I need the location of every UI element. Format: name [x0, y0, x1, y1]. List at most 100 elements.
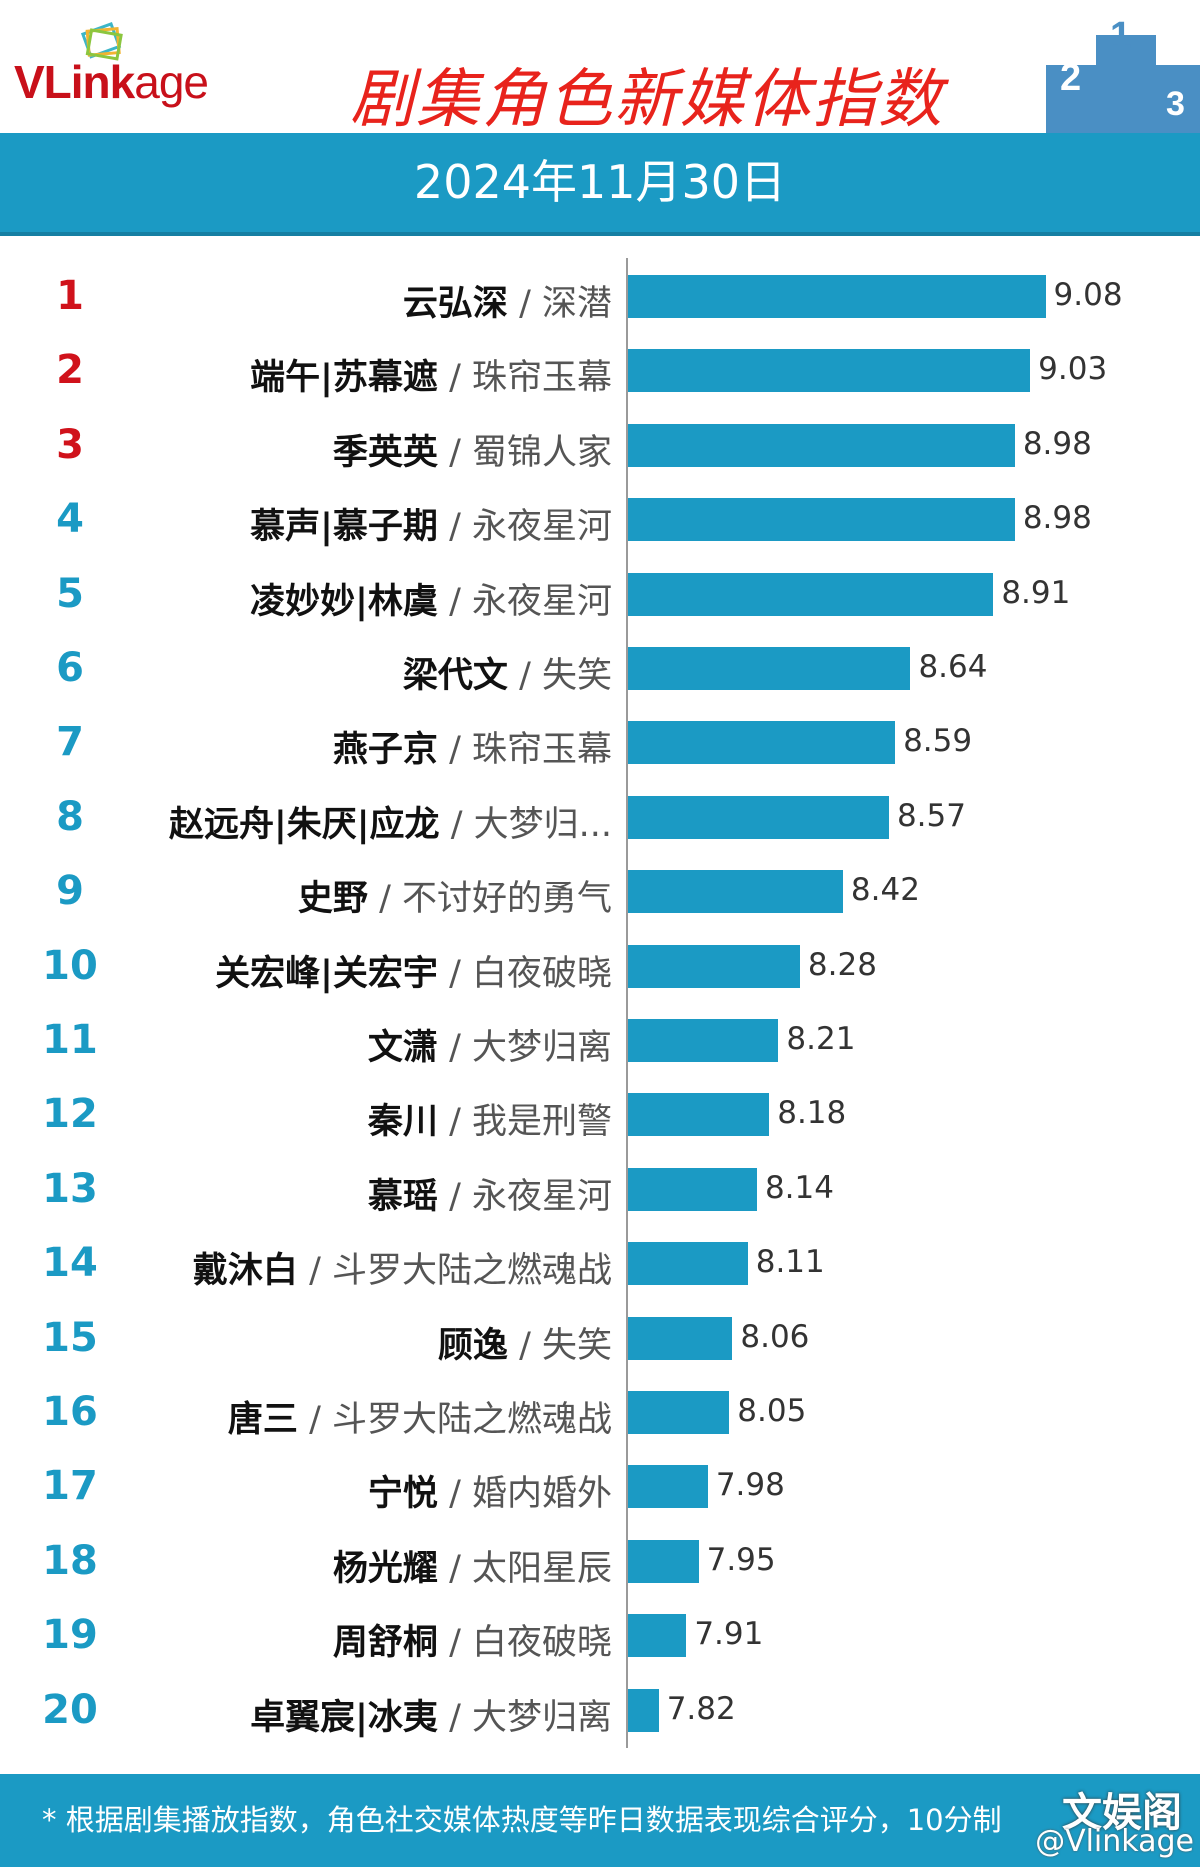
- category-label: 云弘深 / 深潜: [402, 284, 612, 324]
- watermark: 文娱阁: [1062, 1790, 1182, 1836]
- value-label: 9.03: [1038, 351, 1108, 388]
- value-label: 7.98: [715, 1467, 785, 1504]
- character-name: 云弘深: [402, 284, 508, 324]
- rank-number: 13: [42, 1165, 98, 1212]
- bar: [628, 349, 1031, 393]
- show-name: 斗罗大陆之燃魂战: [331, 1251, 612, 1292]
- category-label: 杨光耀 / 太阳星辰: [332, 1548, 612, 1589]
- category-label: 戴沐白 / 斗罗大陆之燃魂战: [192, 1251, 612, 1292]
- show-name: 大梦归离: [471, 1028, 612, 1068]
- character-name: 季英英: [332, 432, 438, 473]
- character-name: 关宏峰|关宏宇: [215, 953, 438, 994]
- bar: [628, 1019, 779, 1062]
- svg-text:2: 2: [1060, 57, 1081, 99]
- value-label: 7.91: [694, 1616, 764, 1653]
- value-label: 8.28: [807, 946, 877, 983]
- bar-row: 10 关宏峰|关宏宇 / 白夜破晓 8.28: [0, 937, 1200, 997]
- bar-row: 6 梁代文 / 失笑 8.64: [0, 639, 1200, 699]
- category-label: 燕子京 / 珠帘玉幕: [332, 730, 612, 771]
- bar-row: 20 卓翼宸|冰夷 / 大梦归离 7.82: [0, 1681, 1200, 1741]
- rank-number: 7: [56, 719, 84, 766]
- bar-row: 15 顾逸 / 失笑 8.06: [0, 1309, 1200, 1369]
- rank-number: 2: [56, 347, 84, 394]
- rank-number: 5: [56, 570, 84, 617]
- axis-line: [626, 258, 628, 1748]
- rank-number: 11: [42, 1017, 98, 1063]
- category-label: 关宏峰|关宏宇 / 白夜破晓: [215, 953, 612, 994]
- bar: [628, 721, 896, 765]
- bar: [628, 1539, 699, 1583]
- character-name: 唐三: [227, 1400, 298, 1440]
- podium-icon: 2 1 3: [1046, 20, 1200, 133]
- show-name: 大梦归...: [473, 804, 612, 845]
- bar: [628, 1242, 748, 1286]
- character-name: 秦川: [367, 1102, 438, 1143]
- bar: [628, 498, 1015, 542]
- character-name: 卓翼宸|冰夷: [250, 1697, 438, 1738]
- rank-number: 8: [56, 793, 84, 840]
- bar-row: 17 宁悦 / 婚内婚外 7.98: [0, 1457, 1200, 1517]
- show-name: 不讨好的勇气: [401, 879, 612, 920]
- bar-row: 19 周舒桐 / 白夜破晓 7.91: [0, 1606, 1200, 1666]
- character-name: 顾逸: [437, 1325, 508, 1366]
- rank-number: 3: [56, 421, 84, 468]
- bar: [628, 647, 911, 690]
- rank-number: 15: [42, 1314, 98, 1361]
- bar: [628, 1688, 659, 1732]
- character-name: 梁代文: [402, 656, 508, 696]
- bar-row: 4 慕声|慕子期 / 永夜星河 8.98: [0, 490, 1200, 550]
- show-name: 白夜破晓: [471, 953, 612, 994]
- category-label: 卓翼宸|冰夷 / 大梦归离: [250, 1697, 612, 1738]
- footnote: * 根据剧集播放指数，角色社交媒体热度等昨日数据表现综合评分，10分制: [0, 1774, 1200, 1867]
- show-name: 斗罗大陆之燃魂战: [331, 1400, 612, 1440]
- rank-number: 4: [56, 496, 84, 543]
- bar: [628, 1391, 730, 1434]
- value-label: 8.06: [740, 1318, 810, 1355]
- rank-number: 16: [42, 1389, 98, 1435]
- show-name: 永夜星河: [471, 581, 612, 622]
- character-name: 戴沐白: [192, 1251, 298, 1292]
- category-label: 史野 / 不讨好的勇气: [297, 879, 612, 920]
- category-label: 宁悦 / 婚内婚外: [367, 1474, 612, 1515]
- show-name: 婚内婚外: [471, 1474, 612, 1515]
- bar: [628, 423, 1015, 467]
- show-name: 蜀锦人家: [471, 432, 612, 473]
- rank-number: 18: [42, 1537, 98, 1584]
- category-label: 赵远舟|朱厌|应龙 / 大梦归...: [168, 804, 612, 845]
- show-name: 深潜: [541, 284, 612, 324]
- category-label: 凌妙妙|林虞 / 永夜星河: [250, 581, 612, 622]
- rank-number: 12: [42, 1091, 98, 1138]
- show-name: 永夜星河: [471, 507, 612, 548]
- category-label: 季英英 / 蜀锦人家: [332, 432, 612, 473]
- bar: [628, 275, 1046, 318]
- character-name: 周舒桐: [332, 1623, 438, 1664]
- logo-frames-icon: [80, 22, 123, 61]
- category-label: 文潇 / 大梦归离: [367, 1028, 612, 1068]
- category-label: 慕瑶 / 永夜星河: [367, 1176, 612, 1217]
- show-name: 珠帘玉幕: [471, 730, 612, 771]
- character-name: 端午|苏幕遮: [250, 358, 438, 399]
- bar-row: 18 杨光耀 / 太阳星辰 7.95: [0, 1532, 1200, 1592]
- vlinkage-logo: VLinkage: [14, 56, 209, 108]
- value-label: 8.11: [755, 1244, 825, 1281]
- value-label: 8.21: [786, 1021, 856, 1057]
- value-label: 8.91: [1001, 574, 1071, 611]
- chart-title: 剧集角色新媒体指数: [350, 63, 944, 137]
- category-label: 唐三 / 斗罗大陆之燃魂战: [227, 1400, 612, 1440]
- show-name: 我是刑警: [471, 1102, 612, 1143]
- character-name: 赵远舟|朱厌|应龙: [168, 804, 440, 845]
- value-label: 8.18: [777, 1095, 847, 1132]
- rank-number: 14: [42, 1240, 98, 1287]
- category-label: 顾逸 / 失笑: [437, 1325, 612, 1366]
- character-name: 慕声|慕子期: [250, 507, 438, 548]
- bar-row: 14 戴沐白 / 斗罗大陆之燃魂战 8.11: [0, 1234, 1200, 1294]
- bar-row: 16 唐三 / 斗罗大陆之燃魂战 8.05: [0, 1383, 1200, 1443]
- bar: [628, 870, 843, 914]
- character-name: 杨光耀: [332, 1548, 438, 1589]
- bar: [628, 572, 994, 616]
- rank-number: 1: [56, 273, 84, 319]
- rank-number: 9: [56, 868, 84, 915]
- character-name: 文潇: [367, 1028, 438, 1068]
- category-label: 端午|苏幕遮 / 珠帘玉幕: [250, 358, 612, 399]
